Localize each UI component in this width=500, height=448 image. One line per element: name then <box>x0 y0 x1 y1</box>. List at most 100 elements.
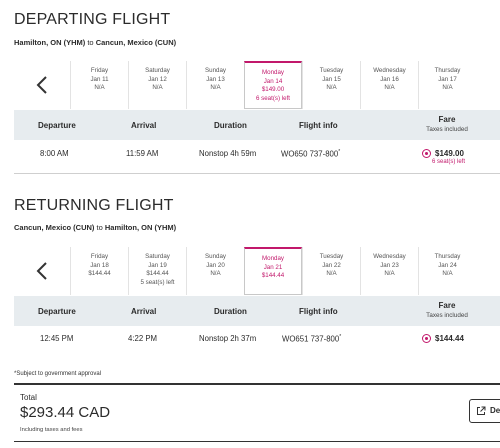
day-date: Jan 13 <box>206 75 225 83</box>
day-name: Friday <box>90 67 109 74</box>
day-price: $144.44 <box>88 270 111 277</box>
day-name: Tuesday <box>319 253 344 260</box>
day-date: Jan 24 <box>438 261 457 269</box>
total-amount: $293.44 CAD <box>20 404 111 421</box>
bottom-divider <box>14 441 500 442</box>
flight-info: WO651 737-800* <box>282 334 341 344</box>
returning-title: RETURNING FLIGHT <box>14 197 174 214</box>
departing-day-3-selected[interactable]: Monday Jan 14 $149.00 6 seat(s) left <box>244 61 302 109</box>
day-name: Monday <box>261 255 284 262</box>
departing-day-4[interactable]: Tuesday Jan 15 N/A <box>302 61 360 109</box>
departing-flight-row[interactable]: 8:00 AM 11:59 AM Nonstop 4h 59m WO650 73… <box>14 140 500 168</box>
flight-duration: Nonstop 2h 37m <box>199 334 257 343</box>
day-price: N/A <box>384 84 395 91</box>
day-price: N/A <box>326 84 337 91</box>
day-date: Jan 12 <box>148 75 167 83</box>
day-date: Jan 14 <box>263 77 283 85</box>
day-date: Jan 15 <box>322 75 341 83</box>
flight-number: WO650 737-800 <box>281 149 339 159</box>
header-fare-label: Fare <box>438 115 456 124</box>
departing-day-2[interactable]: Sunday Jan 13 N/A <box>186 61 244 109</box>
day-price: $149.00 <box>261 86 285 93</box>
header-fare: Fare Taxes included <box>412 301 482 319</box>
header-arrival: Arrival <box>131 121 157 130</box>
departing-title: DEPARTING FLIGHT <box>14 11 171 28</box>
day-price: N/A <box>94 84 105 91</box>
flight-departure-time: 12:45 PM <box>40 334 74 343</box>
day-name: Thursday <box>434 253 461 260</box>
flight-asterisk: * <box>338 149 341 155</box>
returning-day-4[interactable]: Tuesday Jan 22 N/A <box>302 247 360 295</box>
day-date: Jan 23 <box>380 261 399 269</box>
returning-fare-amount: $144.44 <box>435 334 464 343</box>
day-seats: 6 seat(s) left <box>255 94 291 102</box>
flight-departure-time: 8:00 AM <box>40 149 69 158</box>
returning-day-6[interactable]: Thursday Jan 24 N/A <box>418 247 476 295</box>
returning-flight-row[interactable]: 12:45 PM 4:22 PM Nonstop 2h 37m WO651 73… <box>14 325 500 353</box>
total-divider <box>14 383 500 385</box>
total-label: Total <box>20 393 37 402</box>
header-flight-info: Flight info <box>299 307 338 316</box>
departing-day-6[interactable]: Thursday Jan 17 N/A <box>418 61 476 109</box>
day-date: Jan 16 <box>380 75 399 83</box>
day-price: N/A <box>210 270 221 277</box>
day-price: N/A <box>442 84 453 91</box>
details-button-label: De <box>490 406 500 415</box>
day-name: Thursday <box>434 67 461 74</box>
day-seats: 5 seat(s) left <box>140 278 175 286</box>
day-price: N/A <box>442 270 453 277</box>
flight-arrival-time: 11:59 AM <box>126 149 159 158</box>
departing-day-1[interactable]: Saturday Jan 12 N/A <box>128 61 186 109</box>
departing-origin: Hamilton, ON (YHM) <box>14 38 86 47</box>
government-approval-footnote: *Subject to government approval <box>14 371 102 377</box>
route-to: to <box>87 38 94 47</box>
departing-day-5[interactable]: Wednesday Jan 16 N/A <box>360 61 418 109</box>
chevron-left-icon <box>36 262 47 280</box>
returning-destination: Hamilton, ON (YHM) <box>104 223 177 232</box>
departing-day-0[interactable]: Friday Jan 11 N/A <box>70 61 128 109</box>
flight-duration: Nonstop 4h 59m <box>199 149 257 158</box>
returning-route: Cancun, Mexico (CUN) to Hamilton, ON (YH… <box>14 223 176 232</box>
returning-day-0[interactable]: Friday Jan 18 $144.44 <box>70 247 128 295</box>
day-date: Jan 21 <box>263 263 283 271</box>
external-link-icon <box>477 406 486 415</box>
day-name: Wednesday <box>373 253 406 260</box>
day-date: Jan 20 <box>206 261 225 269</box>
chevron-left-icon <box>36 76 47 94</box>
header-fare-label: Fare <box>438 301 456 310</box>
flight-info: WO650 737-800* <box>281 149 340 159</box>
header-fare-sub: Taxes included <box>426 312 468 319</box>
returning-day-3-selected[interactable]: Monday Jan 21 $144.44 <box>244 247 302 295</box>
flight-arrival-time: 4:22 PM <box>128 334 158 343</box>
returning-prev-week-button[interactable] <box>14 247 70 295</box>
departing-fare-amount: $149.00 <box>435 149 464 158</box>
section-divider <box>14 173 500 174</box>
returning-day-5[interactable]: Wednesday Jan 23 N/A <box>360 247 418 295</box>
day-name: Sunday <box>205 253 226 260</box>
returning-date-selector: Friday Jan 18 $144.44 Saturday Jan 19 $144.4… <box>14 247 500 295</box>
departing-prev-week-button[interactable] <box>14 61 70 109</box>
details-button[interactable]: De <box>469 399 500 423</box>
day-name: Monday <box>261 69 284 76</box>
departing-date-selector: Friday Jan 11 N/A Saturday Jan 12 N/A Sunday… <box>14 61 500 109</box>
returning-fare-radio[interactable] <box>422 334 431 343</box>
total-note: Including taxes and fees <box>20 427 83 433</box>
day-name: Sunday <box>205 67 226 74</box>
day-price: N/A <box>152 84 163 91</box>
day-price: $144.44 <box>261 272 285 279</box>
header-departure: Departure <box>38 121 76 130</box>
flight-asterisk: * <box>339 334 342 340</box>
departing-destination: Cancun, Mexico (CUN) <box>95 38 177 47</box>
header-flight-info: Flight info <box>299 121 338 130</box>
returning-day-2[interactable]: Sunday Jan 20 N/A <box>186 247 244 295</box>
returning-day-1[interactable]: Saturday Jan 19 $144.44 5 seat(s) left <box>128 247 186 295</box>
day-price: N/A <box>326 270 337 277</box>
header-departure: Departure <box>38 307 76 316</box>
departing-fare-radio[interactable] <box>422 149 431 158</box>
returning-table-header: Departure Arrival Duration Flight info F… <box>14 296 500 326</box>
departing-fare-seats: 6 seat(s) left <box>432 159 466 165</box>
header-fare: Fare Taxes included <box>412 115 482 133</box>
day-price: N/A <box>210 84 221 91</box>
day-date: Jan 17 <box>438 75 457 83</box>
returning-origin: Cancun, Mexico (CUN) <box>14 223 95 232</box>
